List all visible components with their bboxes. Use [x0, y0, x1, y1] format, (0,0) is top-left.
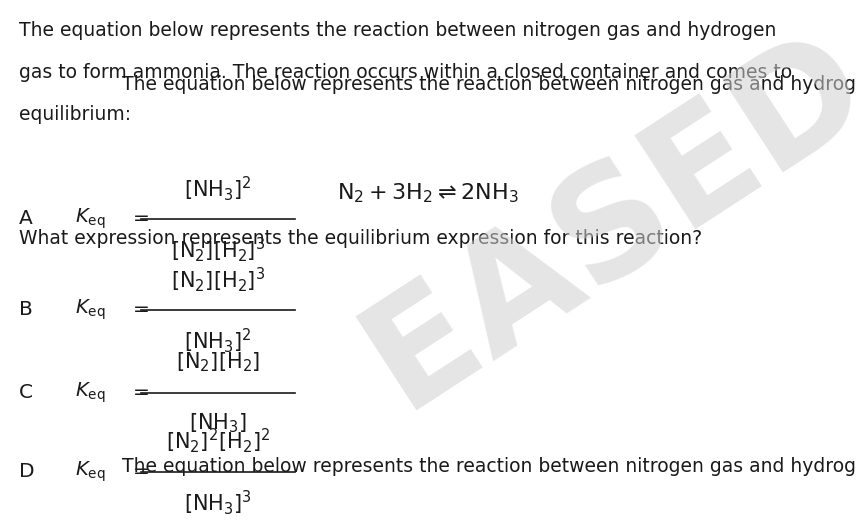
Text: What expression represents the equilibrium expression for this reaction?: What expression represents the equilibri… [19, 229, 702, 248]
Text: =: = [133, 300, 150, 319]
Text: The equation below represents the reaction between nitrogen gas and hydrogen: The equation below represents the reacti… [122, 75, 856, 94]
Text: $[\mathrm{N_2}][\mathrm{H_2}]^3$: $[\mathrm{N_2}][\mathrm{H_2}]^3$ [171, 265, 265, 294]
Text: =: = [133, 462, 150, 481]
Text: $[\mathrm{NH_3}]^2$: $[\mathrm{NH_3}]^2$ [184, 326, 253, 355]
Text: $[\mathrm{NH_3}]$: $[\mathrm{NH_3}]$ [189, 412, 247, 435]
Text: $[\mathrm{N_2}][\mathrm{H_2}]$: $[\mathrm{N_2}][\mathrm{H_2}]$ [176, 350, 260, 374]
Text: $[\mathrm{NH_3}]^3$: $[\mathrm{NH_3}]^3$ [184, 488, 253, 516]
Text: $\mathrm{N_2 + 3H_2 \rightleftharpoons 2NH_3}$: $\mathrm{N_2 + 3H_2 \rightleftharpoons 2… [337, 182, 519, 206]
Text: $K_{\mathrm{eq}}$: $K_{\mathrm{eq}}$ [75, 460, 106, 484]
Text: $[\mathrm{NH_3}]^2$: $[\mathrm{NH_3}]^2$ [184, 174, 253, 202]
Text: The equation below represents the reaction between nitrogen gas and hydrogen: The equation below represents the reacti… [122, 457, 856, 476]
Text: equilibrium:: equilibrium: [19, 105, 131, 124]
Text: $K_{\mathrm{eq}}$: $K_{\mathrm{eq}}$ [75, 380, 106, 405]
Text: $K_{\mathrm{eq}}$: $K_{\mathrm{eq}}$ [75, 298, 106, 322]
Text: The equation below represents the reaction between nitrogen gas and hydrogen: The equation below represents the reacti… [19, 21, 776, 40]
Text: gas to form ammonia. The reaction occurs within a closed container and comes to: gas to form ammonia. The reaction occurs… [19, 63, 792, 82]
Text: =: = [133, 209, 150, 228]
Text: B: B [19, 300, 33, 319]
Text: $K_{\mathrm{eq}}$: $K_{\mathrm{eq}}$ [75, 207, 106, 231]
Text: EASED: EASED [339, 5, 856, 437]
Text: D: D [19, 462, 34, 481]
Text: $[\mathrm{N_2}][\mathrm{H_2}]^3$: $[\mathrm{N_2}][\mathrm{H_2}]^3$ [171, 235, 265, 264]
Text: C: C [19, 383, 33, 402]
Text: $[\mathrm{N_2}]^2[\mathrm{H_2}]^2$: $[\mathrm{N_2}]^2[\mathrm{H_2}]^2$ [166, 427, 270, 455]
Text: =: = [133, 383, 150, 402]
Text: A: A [19, 209, 33, 228]
